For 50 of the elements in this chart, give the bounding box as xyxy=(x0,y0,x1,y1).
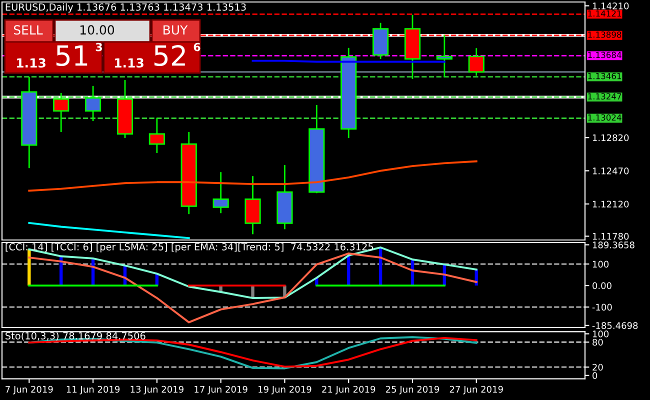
bar xyxy=(28,249,31,286)
y-tick-label: 20 xyxy=(592,364,603,371)
y-tick-label: 0.00 xyxy=(592,282,612,290)
ref-line-label: 1.13898 xyxy=(588,31,622,38)
line-series xyxy=(28,222,190,240)
ref-line-label: 1.13461 xyxy=(588,72,622,80)
annotation: 51 xyxy=(56,45,88,66)
y-tick-label: 100 xyxy=(592,330,609,338)
y-tick-label: 1.11780 xyxy=(592,232,629,240)
annotation: 52 xyxy=(154,45,185,66)
x-tick-label: 13 Jun 2019 xyxy=(130,386,184,394)
y-tick-label: 1.12470 xyxy=(592,168,629,174)
ref-line-label: 1.14121 xyxy=(588,10,622,17)
x-tick-label: 25 Jun 2019 xyxy=(386,386,440,394)
x-tick-label: 27 Jun 2019 xyxy=(450,386,503,394)
candlestick xyxy=(148,117,165,154)
candlestick xyxy=(468,47,484,76)
annotation: 1.13 xyxy=(16,58,46,68)
line-series xyxy=(28,252,478,324)
candlestick xyxy=(436,34,452,78)
x-tick-label: 19 Jun 2019 xyxy=(258,386,312,394)
annotation: 1.13 xyxy=(114,58,144,68)
y-tick-label: 1.12120 xyxy=(592,200,629,208)
x-tick-label: 21 Jun 2019 xyxy=(322,386,376,394)
ref-line-label: 1.13247 xyxy=(588,93,622,100)
y-tick-label: -100 xyxy=(592,304,612,311)
y-tick-label: 100 xyxy=(592,260,609,268)
y-tick-label: 1.14210 xyxy=(592,2,629,10)
ref-line-label: 1.13684 xyxy=(588,52,622,58)
chart-title: EURUSD,Daily 1.13676 1.13763 1.13473 1.13513 xyxy=(6,3,246,13)
y-tick-label: 189.3658 xyxy=(592,242,634,248)
y-tick-label: 80 xyxy=(592,338,603,346)
ref-line-label: 1.13024 xyxy=(588,114,622,121)
annotation: 3 xyxy=(96,42,102,52)
chart-title: Sto(10,3,3) 78.1679 84.7506 xyxy=(6,332,146,341)
candlestick xyxy=(212,171,229,214)
y-tick-label: -185.4698 xyxy=(592,322,638,330)
annotation: 10.00 xyxy=(80,25,114,35)
x-tick-label: 11 Jun 2019 xyxy=(66,386,120,394)
chart-title: [CCI: 14] [TCCI: 6] [per LSMA: 25] [per EMA: 34][Trend: 5] 74.5322 16.3125 xyxy=(6,242,374,252)
y-tick-label: 1.12820 xyxy=(592,134,629,142)
x-tick-label: 17 Jun 2019 xyxy=(194,386,248,394)
line-series xyxy=(28,160,478,192)
annotation: 6 xyxy=(194,42,200,52)
candlestick xyxy=(53,92,70,133)
y-tick-label: 0 xyxy=(592,372,598,379)
annotation: BUY xyxy=(164,25,188,35)
candlestick xyxy=(85,85,102,122)
annotation: SELL xyxy=(14,25,43,35)
x-tick-label: 7 Jun 2019 xyxy=(6,386,53,394)
